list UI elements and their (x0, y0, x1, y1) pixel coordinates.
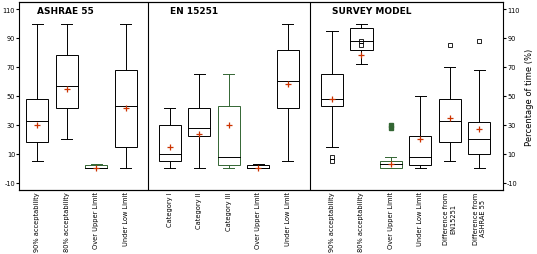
Text: SURVEY MODEL: SURVEY MODEL (332, 7, 411, 16)
Bar (114, 71, 136, 147)
Bar (247, 166, 270, 169)
Bar (159, 125, 181, 162)
Bar (55, 56, 78, 108)
Bar (85, 166, 107, 169)
Bar (351, 29, 373, 50)
Bar (439, 99, 461, 143)
Y-axis label: Percentage of time (%): Percentage of time (%) (525, 48, 534, 145)
Bar (277, 50, 299, 108)
Bar (217, 107, 240, 166)
Text: ASHRAE 55: ASHRAE 55 (37, 7, 94, 16)
Bar (188, 108, 211, 137)
Bar (26, 99, 48, 143)
Bar (468, 122, 490, 154)
Bar (380, 162, 402, 169)
Bar (409, 137, 432, 166)
Bar (321, 75, 343, 107)
Text: EN 15251: EN 15251 (170, 7, 218, 16)
